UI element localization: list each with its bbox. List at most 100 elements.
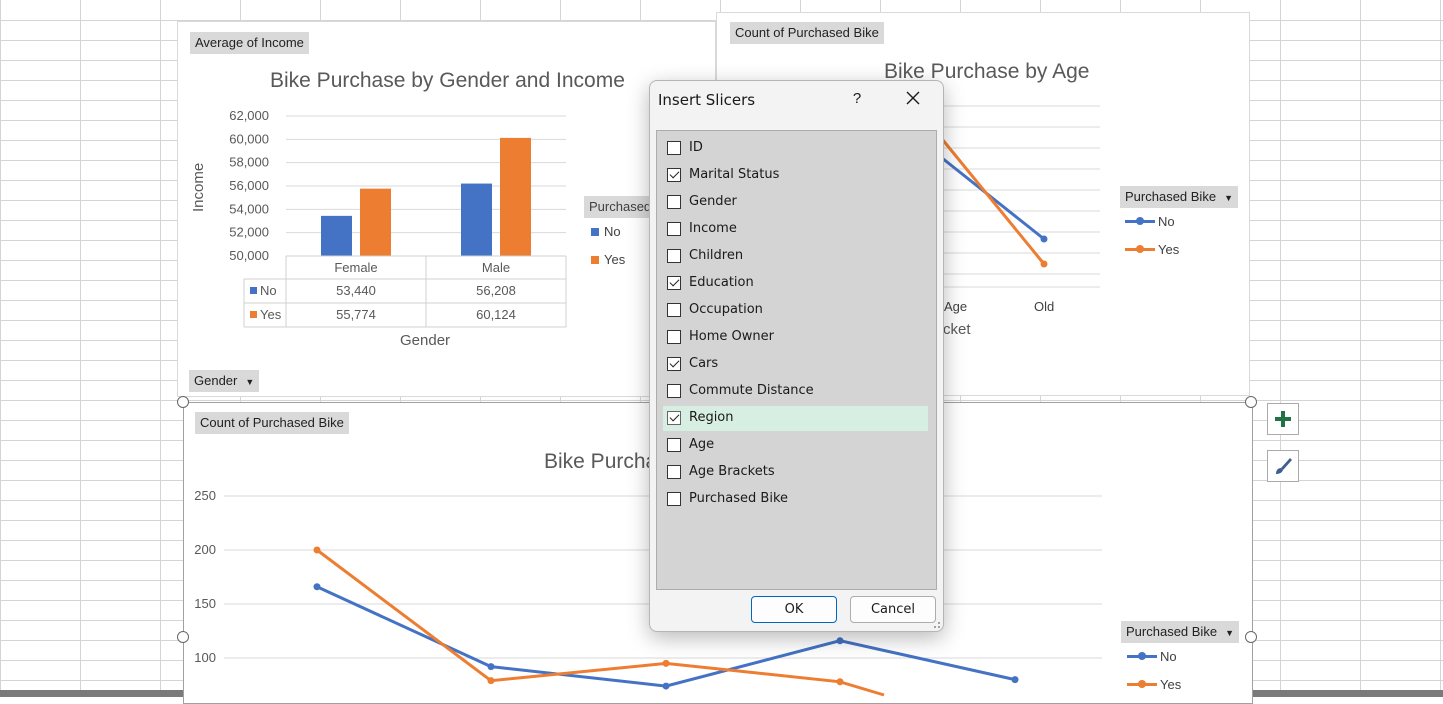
ok-button[interactable]: OK [751,596,837,623]
slicer-field-income[interactable]: Income [663,217,928,242]
field-label: Occupation [689,302,763,317]
chart-gender-income[interactable]: Average of Income Bike Purchase by Gende… [177,21,716,397]
slicer-field-children[interactable]: Children [663,244,928,269]
checkbox[interactable] [667,303,681,317]
help-button[interactable]: ? [852,90,862,107]
count-purchased-field-button[interactable]: Count of Purchased Bike [730,22,884,44]
y-tick-label: 54,000 [229,201,269,216]
series-line-no [941,156,1045,241]
resize-grip-icon[interactable] [931,619,941,629]
gender-filter-label: Gender [194,373,238,388]
purchased-bike-legend-button[interactable]: Purchased Bike ▼ [1121,621,1239,643]
y-tick-label: 250 [194,488,216,503]
field-label: Age [689,437,715,452]
field-label: Income [689,221,737,236]
legend-label: No [1160,649,1177,664]
close-icon[interactable] [904,89,922,107]
insert-slicers-dialog[interactable]: Insert Slicers ? ID Marital Status Gender I… [649,80,944,632]
legend-title: Purchased Bike [1125,189,1217,204]
data-point-yes [1040,260,1048,268]
y-tick-label: 60,000 [229,131,269,146]
purchased-bike-legend-button[interactable]: Purchased Bike ▼ [1120,186,1238,208]
chart-styles-button[interactable] [1267,450,1299,482]
checkbox[interactable] [667,465,681,479]
data-point-no [662,682,670,690]
legend-swatch [591,228,599,236]
slicer-field-occupation[interactable]: Occupation [663,298,928,323]
checkbox[interactable] [667,492,681,506]
field-label: Cars [689,356,719,371]
data-point-no [487,663,495,671]
field-label: Children [689,248,744,263]
y-tick-label: 58,000 [229,155,269,170]
field-label: ID [689,140,703,155]
gender-filter-button[interactable]: Gender ▼ [189,370,260,392]
field-label: Purchased Bike [689,491,789,506]
legend-item-yes: Yes [591,252,625,267]
field-label: Region [689,410,734,425]
slicer-field-list[interactable]: ID Marital Status Gender Income Children Educ… [656,130,937,590]
resize-handle-middle-left[interactable] [177,631,189,643]
bar-no-female [321,215,352,256]
checkbox[interactable] [667,195,681,209]
data-point-yes [313,546,321,554]
slicer-field-home-owner[interactable]: Home Owner [663,325,928,350]
checkbox[interactable] [667,222,681,236]
chart-title: Bike Purchase by Age [884,60,1090,83]
legend-label: No [1158,214,1175,229]
table-legend-key [250,287,257,294]
cancel-button[interactable]: Cancel [850,596,936,623]
legend-item-yes: Yes [1125,242,1179,257]
legend-title-text: Purchased [589,199,652,214]
checkbox[interactable] [667,168,681,182]
slicer-field-age-brackets[interactable]: Age Brackets [663,460,928,485]
checkbox[interactable] [667,357,681,371]
data-point-yes [487,677,495,685]
y-tick-label: 200 [194,542,216,557]
slicer-field-marital-status[interactable]: Marital Status [663,163,928,188]
y-tick-label: 56,000 [229,178,269,193]
data-point-no [313,583,321,591]
legend-item-no: No [1127,649,1177,664]
chart-elements-button[interactable] [1267,403,1299,435]
legend-line-marker [1125,245,1155,253]
table-cell: 56,208 [476,283,516,298]
resize-handle-middle-right[interactable] [1245,631,1257,643]
table-column-header: Male [482,260,510,275]
legend-item-no: No [1125,214,1175,229]
checkbox[interactable] [667,276,681,290]
average-income-field-button[interactable]: Average of Income [190,32,309,54]
slicer-field-age[interactable]: Age [663,433,928,458]
slicer-field-gender[interactable]: Gender [663,190,928,215]
slicer-field-education[interactable]: Education [663,271,928,296]
data-point-yes [836,678,844,686]
checkbox[interactable] [667,141,681,155]
count-purchased-field-button[interactable]: Count of Purchased Bike [195,412,349,434]
legend-item-no: No [591,224,621,239]
field-label: Education [689,275,754,290]
dropdown-arrow-icon: ▼ [1225,627,1234,638]
table-column-header: Female [334,260,377,275]
legend-line-marker [1127,652,1157,660]
resize-handle-top-right[interactable] [1245,396,1257,408]
bar-yes-male [500,137,531,256]
checkbox[interactable] [667,438,681,452]
dialog-title: Insert Slicers [658,91,756,109]
chart-title: Bike Purchase by Gender and Income [270,69,625,92]
checkbox[interactable] [667,384,681,398]
slicer-field-purchased-bike[interactable]: Purchased Bike [663,487,928,512]
table-cell: 60,124 [476,307,516,322]
checkbox[interactable] [667,411,681,425]
checkbox[interactable] [667,249,681,263]
slicer-field-cars[interactable]: Cars [663,352,928,377]
field-label: Age Brackets [689,464,775,479]
y-tick-label: 62,000 [229,108,269,123]
resize-handle-top-left[interactable] [177,396,189,408]
slicer-field-id[interactable]: ID [663,136,928,161]
checkbox[interactable] [667,330,681,344]
legend-line-marker [1125,217,1155,225]
slicer-field-region[interactable]: Region [663,406,928,431]
dropdown-arrow-icon: ▼ [1224,192,1233,203]
table-legend-key [250,311,257,318]
slicer-field-commute-distance[interactable]: Commute Distance [663,379,928,404]
